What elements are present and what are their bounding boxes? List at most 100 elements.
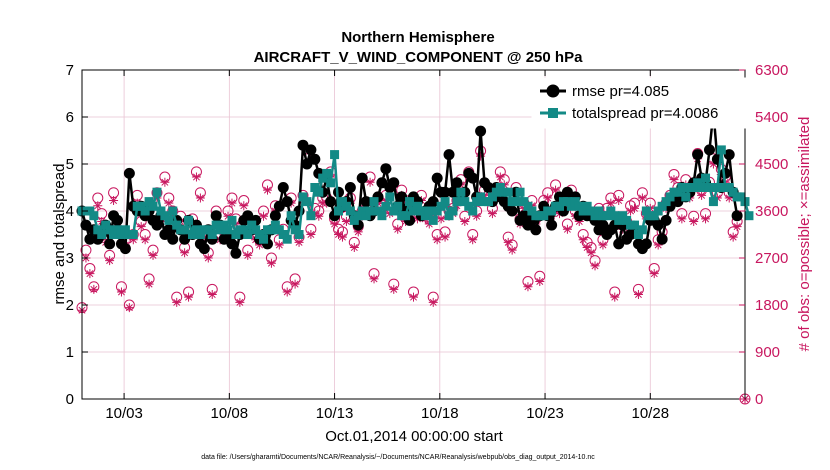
obs-assimilated-marker <box>578 235 588 245</box>
right-y-axis-ticks: 0 900 1800 2700 3600 4500 5400 6300 <box>739 62 788 408</box>
obs-assimilated-marker <box>610 292 620 302</box>
totalspread-point <box>440 197 450 207</box>
totalspread-point <box>744 211 754 221</box>
totalspread-point <box>318 173 328 183</box>
totalspread-point <box>361 211 371 221</box>
obs-assimilated-marker <box>294 237 304 247</box>
rmse-point <box>269 210 281 222</box>
rmse-point <box>281 196 293 208</box>
totalspread-point <box>697 183 707 192</box>
totalspread-point <box>665 192 675 202</box>
rmse-point <box>475 125 487 137</box>
rmse-point <box>179 233 191 245</box>
totalspread-point <box>661 197 671 207</box>
obs-assimilated-marker <box>732 222 742 232</box>
right-y-tick-label: 3600 <box>755 203 788 220</box>
obs-assimilated-marker <box>590 261 600 271</box>
x-tick-label: 10/08 <box>211 405 249 422</box>
rmse-point <box>723 149 735 161</box>
totalspread-point <box>93 225 103 235</box>
rmse-point <box>309 153 321 165</box>
left-y-tick-label: 4 <box>66 203 74 220</box>
left-y-axis-label: rmse and totalspread <box>51 164 68 305</box>
totalspread-point <box>389 206 399 216</box>
rmse-point <box>546 219 558 231</box>
plot-frame <box>81 69 746 400</box>
right-y-tick-label: 0 <box>755 391 763 408</box>
obs-assimilated-marker <box>606 198 616 208</box>
obs-assimilated-marker <box>369 274 379 284</box>
totalspread-point <box>574 201 584 211</box>
rmse-point <box>652 219 664 231</box>
totalspread-point <box>152 187 162 197</box>
rmse-point <box>388 177 400 189</box>
obs-assimilated-marker <box>677 214 687 224</box>
obs-assimilated-marker <box>184 292 194 302</box>
obs-assimilated-marker <box>262 185 272 195</box>
rmse-point <box>273 200 285 212</box>
rmse-point <box>561 186 573 198</box>
totalspread-point <box>191 225 201 235</box>
totalspread-point <box>452 197 462 207</box>
totalspread-point <box>511 197 521 207</box>
obs-assimilated-marker <box>428 297 438 307</box>
rmse-point <box>482 182 494 193</box>
obs-assimilated-marker <box>633 290 643 300</box>
totalspread-point <box>243 230 253 239</box>
x-axis-label: Oct.01,2014 00:00:00 start <box>325 428 503 445</box>
obs-assimilated-marker <box>180 248 190 258</box>
obs-assimilated-marker <box>140 235 150 245</box>
obs-assimilated-marker <box>349 243 359 253</box>
obs-assimilated-marker <box>255 240 265 250</box>
totalspread-point <box>728 187 738 197</box>
obs-assimilated-marker <box>266 258 276 268</box>
obs-assimilated-marker <box>535 277 545 286</box>
rmse-point <box>167 233 179 245</box>
x-tick-label: 10/18 <box>421 405 459 422</box>
totalspread-point <box>251 225 261 235</box>
x-tick-label: 10/28 <box>632 405 670 422</box>
totalspread-point <box>602 211 612 221</box>
right-y-tick-label: 1800 <box>755 297 788 314</box>
totalspread-point <box>586 206 596 216</box>
obs-assimilated-marker <box>586 248 596 258</box>
totalspread-point <box>405 197 415 207</box>
totalspread-point <box>483 197 493 207</box>
totalspread-point <box>594 206 604 216</box>
totalspread-point <box>266 225 276 235</box>
obs-assimilated-marker <box>409 292 418 302</box>
rmse-point <box>305 144 317 156</box>
left-y-tick-label: 7 <box>66 62 74 79</box>
rmse-point <box>325 196 337 208</box>
legend-spread-marker <box>548 108 558 118</box>
totalspread-point <box>326 178 336 188</box>
obs-assimilated-marker <box>172 297 182 307</box>
totalspread-point <box>219 220 229 230</box>
totalspread-point <box>487 192 497 202</box>
legend-box <box>531 77 751 129</box>
obs-assimilated-marker <box>689 216 699 226</box>
totalspread-point <box>673 187 683 197</box>
rmse-point <box>119 243 131 255</box>
obs-assimilated-marker <box>574 216 584 226</box>
rmse-point <box>518 210 530 222</box>
totalspread-point <box>693 178 703 188</box>
totalspread-point <box>393 201 403 211</box>
rmse-point <box>530 224 542 236</box>
totalspread-point <box>464 201 474 211</box>
obs-assimilated-marker <box>341 216 351 226</box>
obs-assimilated-marker <box>124 303 134 313</box>
right-y-tick-label: 900 <box>755 344 780 361</box>
totalspread-point <box>259 234 269 244</box>
totalspread-point <box>712 183 722 192</box>
totalspread-point <box>566 201 576 211</box>
rmse-point <box>396 191 408 203</box>
totalspread-point <box>310 183 320 192</box>
totalspread-point <box>136 201 146 211</box>
obs-assimilated-marker <box>614 196 624 206</box>
rmse-point <box>198 243 210 255</box>
obs-assimilated-marker <box>701 214 711 224</box>
obs-assimilated-marker <box>227 198 237 208</box>
x-tick-label: 10/23 <box>526 405 564 422</box>
